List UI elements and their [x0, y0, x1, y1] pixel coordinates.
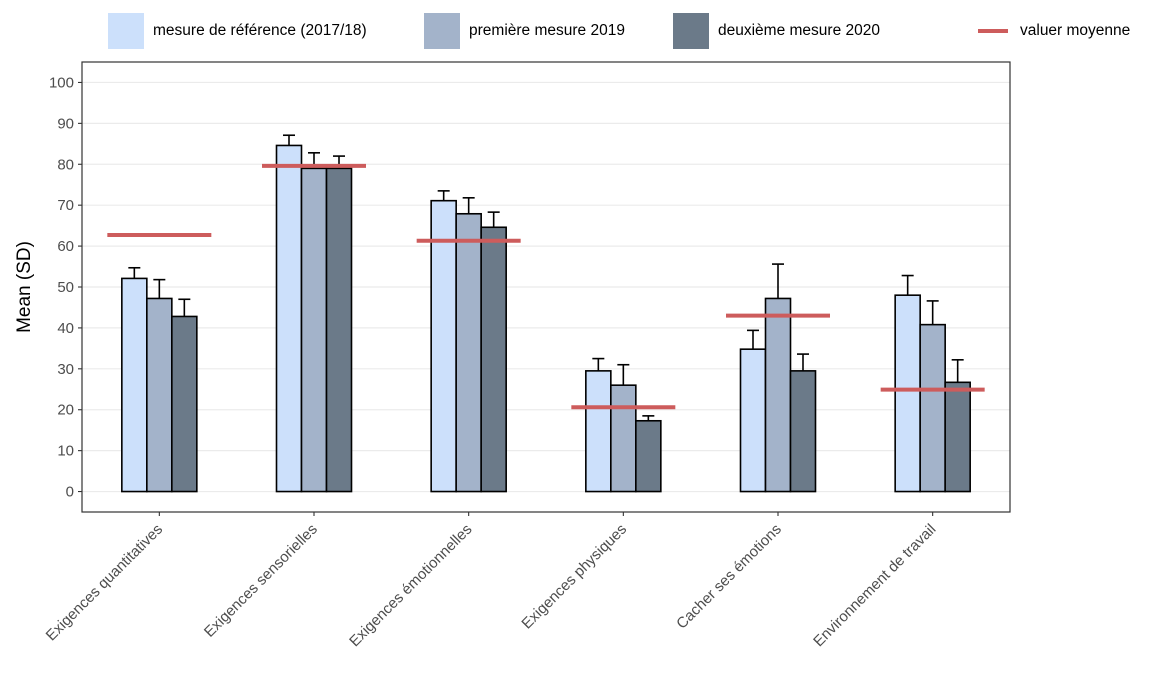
legend-key-first-measure [424, 13, 460, 49]
legend-item-second-measure: deuxième mesure 2020 [673, 13, 880, 49]
bar [325, 167, 353, 493]
legend-key-baseline [108, 13, 144, 49]
x-tick-label: Exigences quantitatives [43, 521, 166, 644]
y-tick-label: 30 [57, 361, 74, 378]
y-tick-label: 80 [57, 156, 74, 173]
legend-label-second-measure: deuxième mesure 2020 [718, 22, 880, 39]
legend-label-first-measure: première mesure 2019 [469, 22, 625, 39]
y-tick-label: 0 [66, 484, 74, 501]
bar [635, 419, 662, 493]
legend-item-first-measure: première mesure 2019 [424, 13, 625, 49]
legend-item-baseline: mesure de référence (2017/18) [108, 13, 367, 49]
bar [610, 384, 637, 493]
x-tick-label: Exigences émotionnelles [346, 521, 475, 650]
grid-layer [82, 81, 1010, 493]
bar [146, 297, 173, 493]
bar [121, 277, 148, 493]
y-tick-label: 70 [57, 197, 74, 214]
bar [944, 381, 971, 493]
y-tick-label: 10 [57, 443, 74, 460]
bar [894, 294, 921, 493]
y-tick-label: 100 [49, 74, 74, 91]
x-tick-label: Environnement de travail [810, 521, 939, 650]
bar [275, 144, 303, 493]
bars-layer [121, 144, 971, 493]
x-tick-label: Exigences physiques [518, 521, 630, 633]
legend-label-mean-value: valuer moyenne [1020, 22, 1131, 39]
x-tick-label: Cacher ses émotions [673, 521, 785, 633]
bar [455, 212, 482, 493]
legend: mesure de référence (2017/18) première m… [0, 0, 1155, 60]
y-tick-label: 90 [57, 115, 74, 132]
bar [585, 370, 612, 493]
y-tick-label: 60 [57, 238, 74, 255]
legend-key-mean-value [978, 29, 1008, 33]
y-tick-label: 50 [57, 279, 74, 296]
bar [764, 297, 792, 493]
bar [480, 226, 507, 493]
legend-item-mean-value: valuer moyenne [975, 13, 1130, 49]
error-bars-layer [128, 134, 964, 421]
legend-label-baseline: mesure de référence (2017/18) [153, 22, 367, 39]
x-tick-label: Exigences sensorielles [201, 521, 321, 641]
legend-key-second-measure [673, 13, 709, 49]
x-axis: Exigences quantitatives Exigences sensori… [43, 512, 939, 650]
y-axis-title: Mean (SD) [14, 241, 35, 333]
y-tick-label: 40 [57, 320, 74, 337]
y-tick-label: 20 [57, 402, 74, 419]
mean-lines-layer [107, 163, 985, 410]
bar [739, 348, 767, 493]
bar [300, 167, 328, 493]
y-axis: 0 10 20 30 40 50 60 70 80 90 100 [49, 74, 82, 501]
bar [789, 370, 817, 493]
bar [430, 199, 457, 493]
bar [171, 315, 198, 493]
bar [919, 323, 946, 493]
